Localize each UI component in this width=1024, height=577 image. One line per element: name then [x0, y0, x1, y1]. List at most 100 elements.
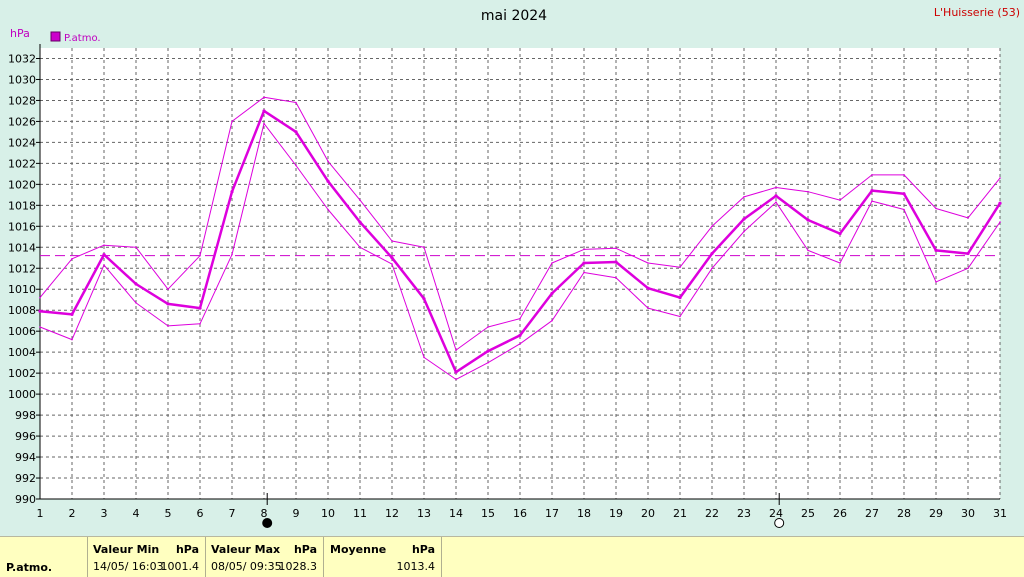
data-point-max	[743, 196, 745, 198]
x-tick-label: 15	[481, 507, 495, 520]
data-point-min	[871, 200, 873, 202]
x-tick-label: 24	[769, 507, 783, 520]
data-point-max	[647, 262, 649, 264]
data-point-mean	[102, 253, 106, 257]
y-tick-label: 996	[15, 430, 36, 443]
x-tick-label: 9	[293, 507, 300, 520]
data-point-max	[967, 217, 969, 219]
series-group	[38, 96, 1002, 381]
data-point-min	[199, 323, 201, 325]
summary-max-cell: Valeur Max hPa 08/05/ 09:35 1028.3	[206, 537, 324, 577]
summary-min-cell: Valeur Min hPa 14/05/ 16:03 1001.4	[88, 537, 206, 577]
data-point-max	[679, 266, 681, 269]
data-point-mean	[870, 189, 874, 193]
data-point-max	[231, 120, 233, 123]
data-point-max	[551, 262, 553, 264]
x-tick-label: 26	[833, 507, 847, 520]
data-point-mean	[646, 286, 650, 290]
y-tick-label: 994	[15, 451, 36, 464]
data-point-mean	[390, 256, 394, 260]
data-point-min	[839, 262, 841, 264]
min-date: 14/05/ 16:03	[93, 560, 164, 573]
data-point-min	[807, 249, 809, 252]
data-point-mean	[806, 218, 810, 222]
max-unit: hPa	[293, 543, 317, 556]
max-value: 1028.3	[278, 560, 318, 573]
min-unit: hPa	[175, 543, 199, 556]
y-tick-label: 1012	[8, 262, 36, 275]
x-tick-label: 27	[865, 507, 879, 520]
y-tick-label: 1022	[8, 157, 36, 170]
y-tick-label: 992	[15, 472, 36, 485]
data-point-mean	[486, 349, 490, 353]
data-point-min	[167, 325, 169, 327]
data-point-max	[999, 177, 1001, 179]
plot-area	[40, 48, 1000, 499]
x-axis: 1 2 3 4 5 6 7 8 9 10 11 12 13 14 15 16 17 18 19 20 21 22 23 24 2…	[37, 498, 1007, 520]
data-point-max	[839, 199, 841, 201]
legend-label: P.atmo.	[64, 33, 101, 44]
x-tick-label: 6	[197, 507, 204, 520]
avg-unit: hPa	[411, 543, 435, 556]
data-point-max	[391, 240, 393, 242]
data-point-min	[903, 208, 905, 211]
data-point-max	[135, 246, 137, 249]
y-tick-label: 1004	[8, 346, 36, 359]
full-moon-icon	[774, 518, 785, 528]
data-point-mean	[454, 370, 458, 374]
data-point-min	[967, 267, 969, 270]
max-header: Valeur Max	[211, 543, 281, 556]
data-point-max	[711, 225, 713, 228]
y-tick-label: 1024	[8, 136, 36, 149]
data-point-min	[583, 271, 585, 274]
x-tick-label: 7	[229, 507, 236, 520]
y-tick-label: 990	[15, 493, 36, 506]
data-point-mean	[294, 130, 298, 134]
y-tick-label: 1008	[8, 304, 36, 317]
data-point-max	[295, 101, 297, 104]
data-point-min	[647, 307, 649, 309]
data-point-min	[39, 326, 41, 328]
data-point-mean	[134, 282, 138, 286]
x-tick-label: 1	[37, 507, 44, 520]
data-point-max	[583, 248, 585, 251]
avg-value: 1013.4	[396, 560, 436, 573]
data-point-min	[295, 164, 297, 167]
data-point-max	[39, 296, 41, 299]
data-point-min	[327, 208, 329, 211]
x-tick-label: 2	[69, 507, 76, 520]
station-name: L'Huisserie (53)	[934, 6, 1020, 19]
x-tick-label: 16	[513, 507, 527, 520]
data-point-mean	[422, 297, 426, 301]
data-point-max	[327, 160, 329, 163]
data-point-min	[359, 246, 361, 249]
data-point-max	[71, 258, 73, 260]
data-point-mean	[614, 260, 618, 264]
data-point-max	[775, 186, 777, 189]
data-point-mean	[838, 232, 842, 236]
data-point-max	[359, 199, 361, 201]
data-point-min	[135, 302, 137, 304]
data-point-min	[455, 378, 457, 381]
x-tick-label: 30	[961, 507, 975, 520]
data-point-min	[487, 361, 489, 364]
y-tick-label: 1000	[8, 388, 36, 401]
x-tick-label: 4	[133, 507, 140, 520]
y-tick-label: 998	[15, 409, 36, 422]
y-tick-label: 1032	[8, 52, 36, 65]
data-point-max	[903, 174, 905, 176]
data-point-max	[807, 190, 809, 193]
data-point-min	[103, 264, 105, 266]
data-point-min	[551, 319, 553, 322]
data-point-max	[167, 288, 169, 291]
data-point-mean	[550, 291, 554, 296]
y-tick-label: 1026	[8, 115, 36, 128]
data-point-min	[935, 281, 937, 283]
y-tick-label: 1010	[8, 283, 36, 296]
data-point-min	[71, 338, 73, 341]
data-point-mean	[230, 190, 234, 194]
min-value: 1001.4	[160, 560, 200, 573]
data-point-mean	[166, 302, 170, 306]
data-point-mean	[358, 220, 362, 224]
y-axis: 990 992 994 996 998 1000 1002 1004 1006 1008 1010 1…	[8, 44, 41, 506]
